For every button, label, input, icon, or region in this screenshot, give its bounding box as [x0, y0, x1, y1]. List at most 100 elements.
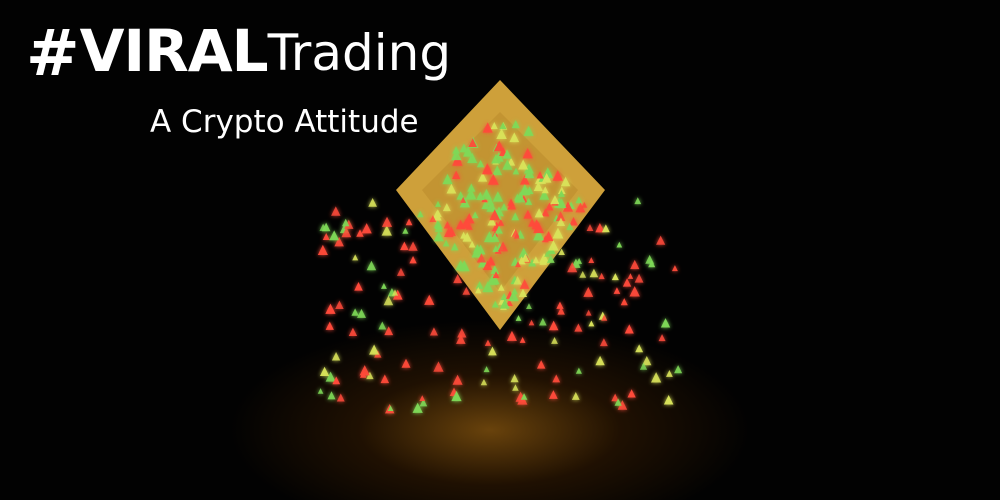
particle-triangle	[331, 206, 340, 215]
particle-triangle	[666, 370, 673, 377]
particle-triangle	[381, 283, 387, 289]
particle-triangle	[382, 217, 392, 227]
particle-triangle	[674, 365, 682, 373]
particle-triangle	[419, 395, 425, 401]
particle-triangle	[378, 322, 386, 330]
particle-triangle	[354, 282, 363, 291]
particle-triangle	[318, 388, 324, 394]
particle-triangle	[588, 257, 594, 263]
particle-triangle	[457, 328, 466, 337]
brand-tagline: A Crypto Attitude	[150, 104, 419, 140]
particle-triangle	[326, 322, 334, 330]
particle-triangle	[588, 320, 594, 326]
particle-triangle	[635, 344, 643, 352]
particle-triangle	[614, 287, 621, 294]
particle-triangle	[488, 347, 497, 356]
particle-triangle	[512, 384, 519, 391]
particle-triangle	[352, 254, 358, 260]
particle-triangle	[590, 269, 599, 278]
particle-triangle	[623, 278, 631, 286]
particle-triangle	[406, 218, 413, 225]
particle-triangle	[367, 261, 377, 271]
brand-logo: #VIRALTrading	[26, 22, 451, 86]
particle-triangle	[325, 304, 335, 314]
particle-triangle	[384, 326, 393, 335]
particle-triangle	[625, 324, 634, 333]
particle-triangle	[424, 295, 434, 305]
particle-triangle	[629, 286, 639, 296]
particle-triangle	[400, 242, 409, 251]
particle-triangle	[621, 298, 628, 305]
particle-triangle	[485, 340, 491, 346]
particle-triangle	[351, 308, 358, 315]
particle-triangle	[634, 197, 641, 204]
particle-triangle	[595, 356, 604, 365]
brand-wordmark: #VIRALTrading	[26, 22, 451, 86]
particle-triangle	[323, 233, 330, 240]
particle-triangle	[337, 394, 345, 402]
particle-triangle	[586, 310, 592, 316]
particle-triangle	[349, 328, 357, 336]
particle-triangle	[397, 268, 405, 276]
particle-triangle	[369, 345, 379, 355]
particle-triangle	[659, 334, 666, 341]
hashtag-symbol: #	[26, 17, 80, 91]
particle-triangle	[635, 274, 644, 283]
particle-triangle	[409, 256, 416, 263]
particle-triangle	[551, 337, 558, 344]
particle-triangle	[402, 359, 411, 368]
particle-triangle	[664, 395, 673, 404]
particle-triangle	[507, 331, 517, 341]
particle-triangle	[612, 273, 619, 280]
particle-triangle	[481, 379, 487, 385]
particle-triangle	[627, 389, 635, 397]
particle-triangle	[368, 198, 377, 207]
particle-triangle	[520, 337, 526, 343]
particle-triangle	[576, 368, 582, 374]
particle-triangle	[529, 320, 535, 326]
brand-light-word: Trading	[268, 24, 451, 82]
particle-triangle	[552, 374, 560, 382]
particle-triangle	[320, 367, 329, 376]
particle-triangle	[329, 230, 339, 240]
particle-triangle	[327, 391, 335, 399]
particle-triangle	[651, 372, 661, 382]
particle-triangle	[587, 224, 594, 231]
particle-triangle	[656, 236, 665, 245]
particle-triangle	[537, 360, 545, 368]
particle-triangle	[583, 287, 593, 297]
particle-triangle	[549, 321, 559, 331]
particle-triangle	[318, 245, 328, 255]
particle-triangle	[572, 392, 580, 400]
particle-triangle	[357, 309, 366, 318]
particle-triangle	[600, 338, 608, 346]
particle-triangle	[511, 374, 519, 382]
particle-triangle	[628, 273, 634, 279]
particle-triangle	[516, 315, 522, 321]
particle-triangle	[574, 324, 582, 332]
particle-triangle	[526, 303, 532, 309]
particle-triangle	[661, 318, 670, 327]
particle-triangle	[579, 271, 586, 278]
particle-triangle	[453, 375, 463, 385]
particle-triangle	[384, 296, 394, 306]
particle-triangle	[430, 327, 438, 335]
particle-triangle	[539, 318, 547, 326]
particle-triangle	[335, 300, 344, 309]
particle-triangle	[672, 265, 678, 271]
particle-triangle	[484, 366, 490, 372]
particle-triangle	[602, 224, 610, 232]
particle-triangle	[360, 365, 370, 375]
brand-bold-word: VIRAL	[80, 17, 268, 85]
particle-triangle	[433, 361, 443, 371]
particle-triangle	[549, 390, 558, 399]
particle-triangle	[332, 352, 340, 360]
particle-triangle	[381, 374, 390, 383]
particle-triangle	[630, 260, 639, 269]
particle-triangle	[616, 242, 622, 248]
particle-triangle	[599, 273, 605, 279]
particle-triangle	[402, 228, 408, 234]
particle-triangle	[556, 302, 563, 309]
particle-triangle	[362, 223, 372, 233]
